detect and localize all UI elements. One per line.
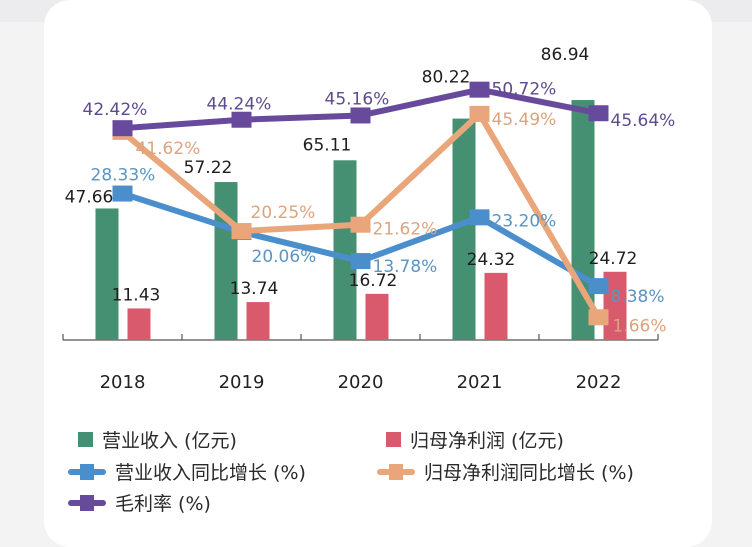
x-tick-label: 2018	[100, 372, 146, 393]
line-label-revenue-growth: 23.20%	[492, 211, 557, 231]
bar-label-revenue: 80.22	[422, 68, 471, 88]
bar-label-net-profit: 16.72	[349, 271, 398, 291]
marker-revenue-growth	[469, 209, 490, 226]
line-label-net-profit-growth: 45.49%	[492, 110, 557, 130]
lines	[112, 81, 609, 326]
bar-net-profit	[127, 308, 151, 340]
x-axis: 2018 2019 2020 2021 2022	[62, 334, 659, 393]
bar-label-net-profit: 24.32	[467, 250, 516, 270]
line-label-gross-margin: 50.72%	[492, 80, 557, 100]
line-label-gross-margin: 45.64%	[611, 111, 676, 131]
bar-label-net-profit: 24.72	[589, 249, 638, 269]
marker-gross-margin	[112, 120, 133, 137]
marker-gross-margin	[350, 107, 371, 124]
marker-net-profit-growth	[231, 223, 252, 240]
x-tick-label: 2021	[457, 372, 503, 393]
line-label-revenue-growth: 28.33%	[91, 166, 156, 186]
line-label-revenue-growth: 13.78%	[373, 257, 438, 277]
bar-net-profit	[246, 302, 270, 340]
marker-gross-margin	[231, 111, 252, 128]
bar-label-net-profit: 13.74	[230, 279, 279, 299]
bar-label-revenue: 86.94	[541, 45, 590, 65]
marker-revenue-growth	[112, 185, 133, 202]
marker-net-profit-growth	[588, 309, 609, 326]
marker-net-profit-growth	[469, 105, 490, 122]
bar-net-profit	[365, 293, 389, 340]
bar-label-revenue: 65.11	[303, 135, 352, 155]
line-label-revenue-growth: 20.06%	[252, 247, 317, 267]
bar-label-revenue: 57.22	[184, 158, 233, 178]
bar-label-revenue: 47.66	[65, 187, 114, 207]
x-tick-label: 2019	[219, 372, 265, 393]
marker-gross-margin	[469, 81, 490, 98]
x-tick-label: 2020	[338, 372, 384, 393]
bar-revenue	[333, 160, 357, 340]
marker-net-profit-growth	[350, 216, 371, 233]
bar-revenue	[214, 182, 238, 340]
bar-label-net-profit: 11.43	[112, 285, 161, 305]
line-label-gross-margin: 44.24%	[207, 95, 272, 115]
line-label-gross-margin: 42.42%	[83, 100, 148, 120]
line-label-net-profit-growth: 41.62%	[136, 139, 201, 159]
marker-revenue-growth	[588, 278, 609, 295]
line-label-net-profit-growth: 1.66%	[613, 316, 667, 336]
bar-net-profit	[603, 271, 627, 340]
bars	[95, 100, 627, 341]
chart-card	[44, 0, 712, 547]
bar-net-profit	[484, 272, 508, 340]
bar-revenue	[452, 118, 476, 340]
marker-revenue-growth	[350, 253, 371, 270]
line-label-net-profit-growth: 20.25%	[251, 203, 316, 223]
line-label-revenue-growth: 8.38%	[611, 287, 665, 307]
bar-revenue	[95, 208, 119, 340]
x-tick-label: 2022	[576, 372, 622, 393]
line-label-gross-margin: 45.16%	[325, 89, 390, 109]
marker-gross-margin	[588, 105, 609, 122]
line-label-net-profit-growth: 21.62%	[373, 220, 438, 240]
data-labels: 47.66 57.22 65.11 80.22 86.94 11.43 13.74 16.72…	[65, 45, 676, 336]
